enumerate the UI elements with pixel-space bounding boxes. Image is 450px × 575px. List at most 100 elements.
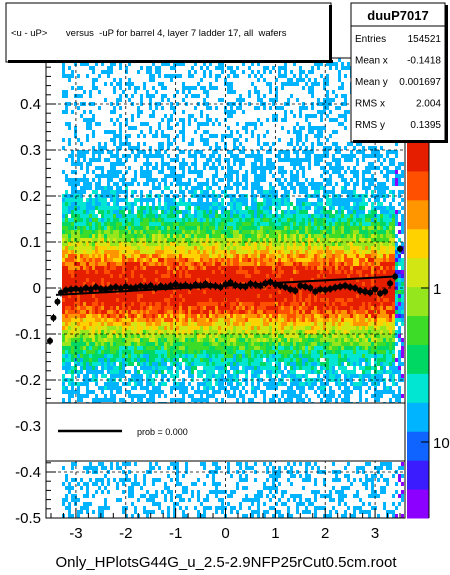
heat-cell bbox=[221, 262, 224, 266]
heat-cell bbox=[110, 378, 113, 382]
heat-cell bbox=[110, 234, 113, 238]
heat-cell bbox=[62, 206, 65, 210]
heat-cell bbox=[281, 118, 284, 122]
heat-cell bbox=[137, 250, 140, 254]
heat-cell bbox=[80, 234, 83, 238]
heat-cell bbox=[116, 250, 119, 254]
heat-cell bbox=[149, 266, 152, 270]
heat-cell bbox=[89, 214, 92, 218]
heat-cell bbox=[170, 182, 173, 186]
heat-cell bbox=[227, 358, 230, 362]
heat-cell bbox=[164, 322, 167, 326]
heat-cell bbox=[233, 70, 236, 74]
heat-cell bbox=[242, 218, 245, 222]
heat-cell bbox=[263, 230, 266, 234]
heat-cell bbox=[194, 330, 197, 334]
heat-cell bbox=[143, 122, 146, 126]
heat-cell bbox=[122, 154, 125, 158]
heat-cell bbox=[116, 382, 119, 386]
heat-cell bbox=[254, 374, 257, 378]
heat-cell bbox=[206, 334, 209, 338]
heat-cell bbox=[116, 262, 119, 266]
heat-cell bbox=[218, 146, 221, 150]
heat-cell bbox=[140, 298, 143, 302]
heat-cell bbox=[212, 238, 215, 242]
heat-cell bbox=[185, 230, 188, 234]
heat-cell bbox=[215, 466, 218, 470]
heat-cell bbox=[218, 270, 221, 274]
heat-cell bbox=[173, 354, 176, 358]
heat-cell bbox=[86, 282, 89, 286]
heat-cell bbox=[278, 366, 281, 370]
heat-cell bbox=[248, 230, 251, 234]
heat-cell bbox=[260, 298, 263, 302]
heat-cell bbox=[146, 514, 149, 518]
heat-cell bbox=[119, 86, 122, 90]
heat-cell bbox=[275, 302, 278, 306]
heat-cell bbox=[89, 298, 92, 302]
heat-cell bbox=[113, 78, 116, 82]
heat-cell bbox=[143, 326, 146, 330]
heat-cell bbox=[107, 346, 110, 350]
heat-cell bbox=[218, 322, 221, 326]
heat-cell bbox=[122, 326, 125, 330]
heat-cell bbox=[215, 462, 218, 466]
heat-cell bbox=[74, 354, 77, 358]
heat-cell bbox=[140, 386, 143, 390]
heat-cell bbox=[92, 206, 95, 210]
heat-cell bbox=[272, 318, 275, 322]
heat-cell bbox=[134, 482, 137, 486]
heat-cell bbox=[197, 358, 200, 362]
heat-cell bbox=[95, 238, 98, 242]
heat-cell bbox=[137, 226, 140, 230]
heat-cell bbox=[155, 278, 158, 282]
heat-cell bbox=[134, 338, 137, 342]
heat-cell bbox=[272, 218, 275, 222]
heat-cell bbox=[230, 210, 233, 214]
heat-cell bbox=[83, 346, 86, 350]
heat-cell bbox=[194, 354, 197, 358]
heat-cell bbox=[254, 270, 257, 274]
heat-cell bbox=[137, 246, 140, 250]
heat-cell bbox=[206, 162, 209, 166]
heat-cell bbox=[164, 494, 167, 498]
heat-cell bbox=[71, 230, 74, 234]
heat-cell bbox=[77, 310, 80, 314]
heat-cell bbox=[134, 394, 137, 398]
heat-cell bbox=[137, 302, 140, 306]
heat-cell bbox=[128, 134, 131, 138]
heat-cell bbox=[110, 222, 113, 226]
heat-cell bbox=[233, 350, 236, 354]
heat-cell bbox=[254, 178, 257, 182]
heat-cell bbox=[110, 306, 113, 310]
heat-cell bbox=[68, 306, 71, 310]
heat-cell bbox=[104, 338, 107, 342]
heat-cell bbox=[272, 342, 275, 346]
heat-cell bbox=[242, 222, 245, 226]
heat-cell bbox=[113, 230, 116, 234]
heat-cell bbox=[170, 222, 173, 226]
heat-cell bbox=[209, 306, 212, 310]
heat-cell bbox=[137, 182, 140, 186]
heat-cell bbox=[62, 198, 65, 202]
heat-cell bbox=[101, 246, 104, 250]
heat-cell bbox=[230, 238, 233, 242]
heat-cell bbox=[110, 62, 113, 66]
heat-cell bbox=[203, 274, 206, 278]
heat-cell bbox=[251, 362, 254, 366]
heat-cell bbox=[260, 490, 263, 494]
heat-cell bbox=[119, 346, 122, 350]
heat-cell bbox=[269, 346, 272, 350]
heat-cell bbox=[182, 230, 185, 234]
heat-cell bbox=[146, 250, 149, 254]
heat-cell bbox=[176, 194, 179, 198]
heat-cell bbox=[179, 354, 182, 358]
heat-cell bbox=[197, 202, 200, 206]
heat-cell bbox=[80, 326, 83, 330]
heat-cell bbox=[101, 258, 104, 262]
heat-cell bbox=[158, 126, 161, 130]
heat-cell bbox=[209, 86, 212, 90]
heat-cell bbox=[206, 358, 209, 362]
heat-cell bbox=[206, 322, 209, 326]
heat-cell bbox=[224, 390, 227, 394]
